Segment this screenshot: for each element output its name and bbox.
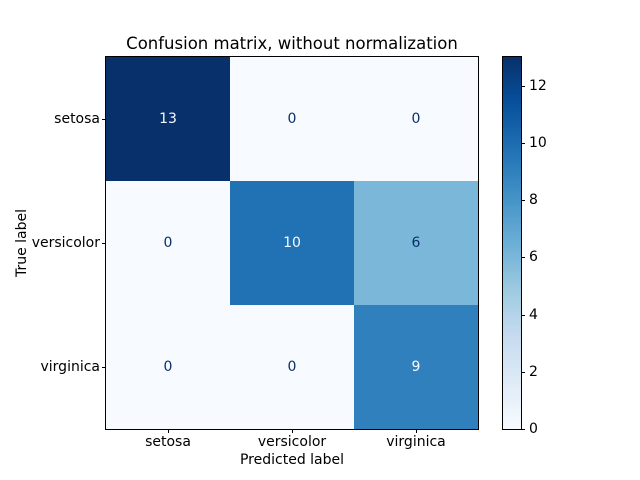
matrix-cell: 0 <box>230 57 354 181</box>
y-tick-label: versicolor <box>31 235 100 251</box>
heatmap-grid: 13 0 0 0 10 6 0 0 9 <box>106 57 478 429</box>
colorbar <box>502 56 522 430</box>
y-tick-mark <box>102 119 106 120</box>
colorbar-tick-label: 0 <box>529 421 538 437</box>
matrix-cell: 13 <box>106 57 230 181</box>
y-axis-label: True label <box>14 208 30 278</box>
matrix-cell: 10 <box>230 181 354 305</box>
matrix-cell: 9 <box>354 305 478 429</box>
x-tick-mark <box>416 429 417 433</box>
colorbar-tick-label: 4 <box>529 306 538 323</box>
colorbar-tick-mark <box>521 371 525 373</box>
colorbar-tick-label: 2 <box>529 363 538 380</box>
colorbar-tick-label: 6 <box>529 249 538 266</box>
matrix-cell: 0 <box>106 305 230 429</box>
x-tick-mark <box>168 429 169 433</box>
y-tick-label: virginica <box>40 359 101 375</box>
y-tick-mark <box>102 243 106 244</box>
colorbar-tick-label: 10 <box>529 134 547 151</box>
colorbar-tick-mark <box>521 200 525 202</box>
chart-title: Confusion matrix, without normalization <box>126 34 458 53</box>
x-axis-label: Predicted label <box>239 452 345 468</box>
matrix-cell: 0 <box>106 181 230 305</box>
colorbar-tick-mark <box>521 142 525 144</box>
heatmap-plot: 13 0 0 0 10 6 0 0 9 <box>105 56 479 430</box>
colorbar-tick-mark <box>521 85 525 87</box>
y-tick-label: setosa <box>54 111 100 127</box>
matrix-cell: 0 <box>354 57 478 181</box>
colorbar-tick-label: 12 <box>529 77 547 94</box>
matrix-cell: 0 <box>230 305 354 429</box>
x-tick-mark <box>292 429 293 433</box>
x-tick-label: virginica <box>386 434 446 450</box>
y-tick-mark <box>102 367 106 368</box>
x-tick-label: setosa <box>145 434 191 450</box>
colorbar-tick-mark <box>521 257 525 259</box>
colorbar-tick-mark <box>521 314 525 316</box>
x-tick-label: versicolor <box>257 434 327 450</box>
colorbar-tick-mark <box>521 429 525 430</box>
matrix-cell: 6 <box>354 181 478 305</box>
colorbar-tick-label: 8 <box>529 192 538 209</box>
